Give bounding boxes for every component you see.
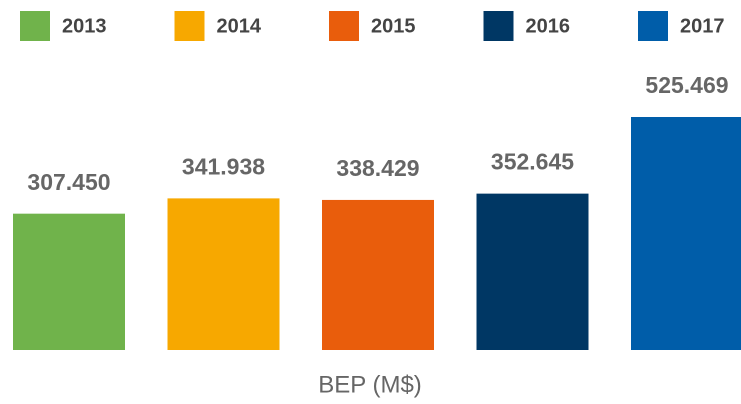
data-label: 341.938	[182, 153, 265, 179]
legend-swatch	[174, 11, 205, 41]
data-label: 525.469	[645, 72, 728, 98]
bar	[476, 193, 589, 350]
data-label: 352.645	[491, 149, 574, 175]
data-label: 338.429	[336, 155, 419, 181]
legend-swatch	[20, 11, 50, 41]
legend-swatch	[483, 11, 514, 41]
bar	[13, 213, 125, 350]
legend-swatch	[329, 11, 359, 41]
legend-label: 2014	[217, 15, 262, 37]
legend-label: 2017	[680, 15, 725, 37]
legend-label: 2016	[526, 15, 571, 37]
legend-swatch	[638, 11, 668, 41]
legend-label: 2015	[371, 15, 416, 37]
bar	[322, 199, 434, 350]
x-axis-label: BEP (M$)	[318, 371, 422, 398]
bar	[631, 117, 741, 350]
bar	[167, 198, 280, 350]
data-label: 307.450	[27, 169, 110, 195]
legend-label: 2013	[62, 15, 107, 37]
